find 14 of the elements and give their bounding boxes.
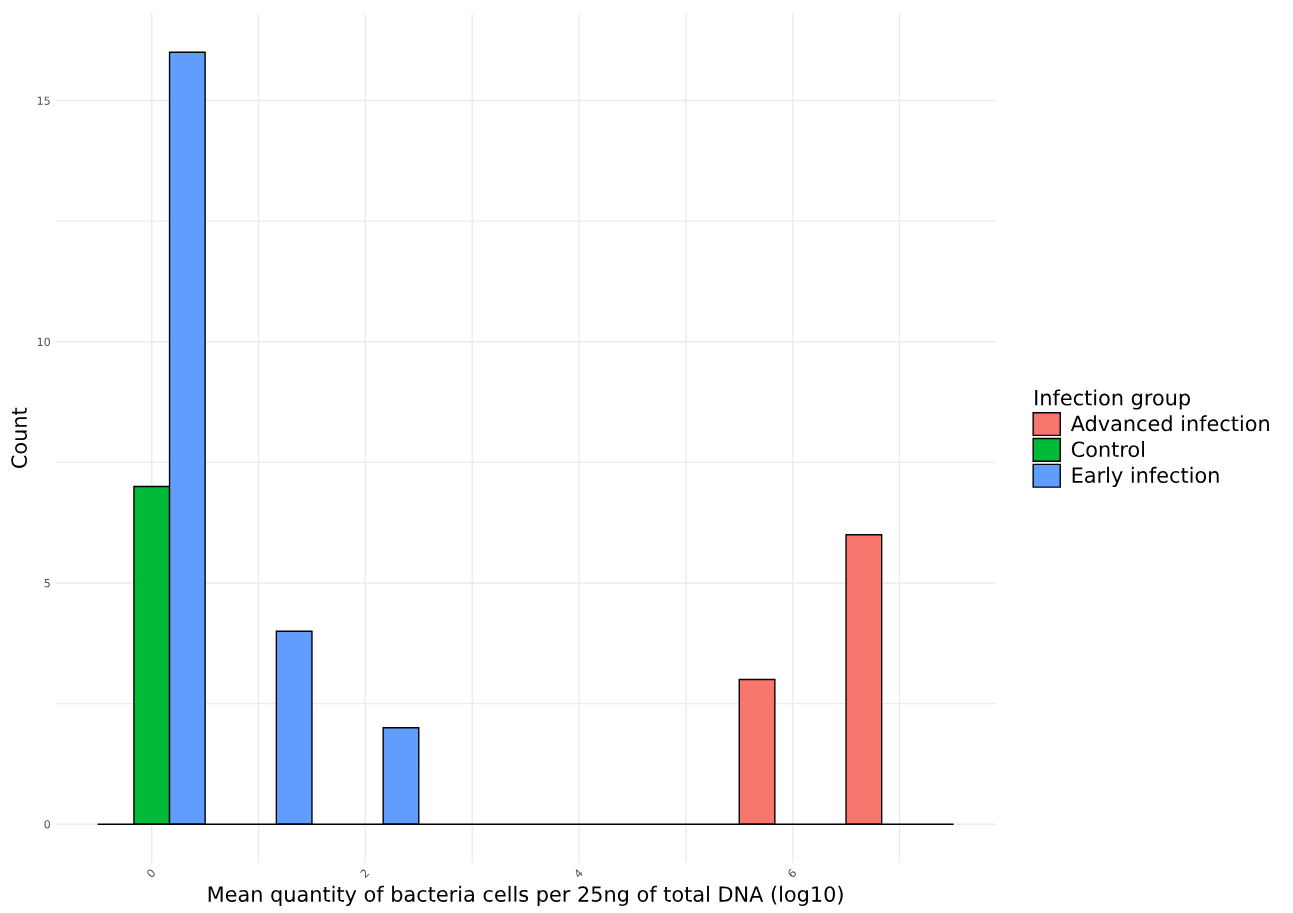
y-tick-label: 15 <box>37 96 50 105</box>
y-tick-label: 5 <box>44 579 50 588</box>
y-tick-label: 10 <box>37 337 50 347</box>
x-tick-label: 6 <box>787 868 797 879</box>
legend-label: Control <box>1071 441 1144 458</box>
legend-label: Early infection <box>1072 466 1219 488</box>
x-tick-label: 4 <box>573 868 584 879</box>
legend-title: Infection group <box>1035 389 1190 410</box>
x-axis-title: Mean quantity of bacteria cells per 25ng of total DNA (log10) <box>208 885 843 906</box>
y-axis-title: Count <box>11 407 28 469</box>
legend-label: Advanced infection <box>1070 415 1269 432</box>
x-tick-label: 0 <box>146 868 156 879</box>
x-tick-label: 2 <box>359 868 370 879</box>
y-tick-label: 0 <box>44 820 50 829</box>
